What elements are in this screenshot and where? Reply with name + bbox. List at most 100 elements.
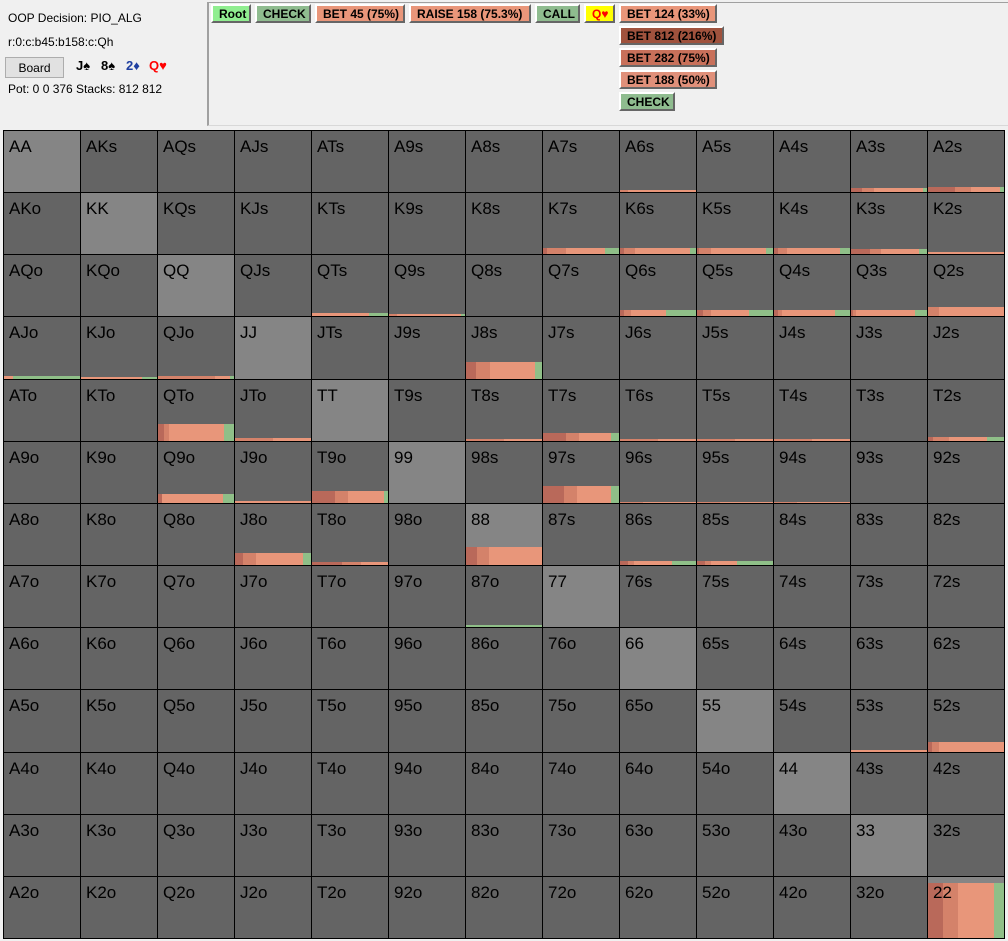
hand-cell[interactable]: 82o (466, 876, 542, 938)
hand-cell[interactable]: 42o (774, 876, 850, 938)
hand-cell[interactable]: JJ (235, 317, 311, 379)
hand-cell[interactable]: 98o (389, 503, 465, 566)
hand-cell[interactable]: 63o (620, 814, 696, 876)
hand-cell[interactable]: 54o (697, 752, 773, 814)
hand-cell[interactable]: 65s (697, 628, 773, 690)
hand-cell[interactable]: 44 (774, 752, 850, 814)
hand-cell[interactable]: Q6o (158, 628, 234, 690)
hand-cell[interactable]: T8s (466, 379, 542, 441)
hand-cell[interactable]: 92s (928, 441, 1004, 503)
hand-cell[interactable]: 75s (697, 566, 773, 628)
hand-cell[interactable]: 92o (389, 876, 465, 938)
hand-cell[interactable]: J7s (543, 317, 619, 379)
hand-cell[interactable]: K8s (466, 193, 542, 255)
hand-cell[interactable]: T7s (543, 379, 619, 441)
hand-cell[interactable]: QQ (158, 255, 234, 317)
hand-cell[interactable]: AA (4, 131, 80, 193)
hand-cell[interactable]: J4o (235, 752, 311, 814)
hand-cell[interactable]: KTs (312, 193, 388, 255)
hand-cell[interactable]: 53o (697, 814, 773, 876)
hand-cell[interactable]: KQs (158, 193, 234, 255)
hand-cell[interactable]: 54s (774, 690, 850, 752)
hand-cell[interactable]: Q2s (928, 255, 1004, 317)
hand-cell[interactable]: 94s (774, 441, 850, 503)
hand-cell[interactable]: K3s (851, 193, 927, 255)
hand-cell[interactable]: KTo (81, 379, 157, 441)
hand-cell[interactable]: 62s (928, 628, 1004, 690)
hand-cell[interactable]: 82s (928, 503, 1004, 566)
hand-cell[interactable]: K2o (81, 876, 157, 938)
hand-cell[interactable]: A3o (4, 814, 80, 876)
hand-cell[interactable]: AQo (4, 255, 80, 317)
hand-cell[interactable]: 64s (774, 628, 850, 690)
hand-cell[interactable]: J5o (235, 690, 311, 752)
hand-cell[interactable]: J9s (389, 317, 465, 379)
hand-cell[interactable]: ATs (312, 131, 388, 193)
nav-bet45-button[interactable]: BET 45 (75%) (315, 4, 405, 23)
hand-cell[interactable]: AQs (158, 131, 234, 193)
hand-cell[interactable]: T6s (620, 379, 696, 441)
hand-cell[interactable]: T8o (312, 503, 388, 566)
hand-cell[interactable]: 77 (543, 566, 619, 628)
hand-cell[interactable]: Q8s (466, 255, 542, 317)
hand-cell[interactable]: T7o (312, 566, 388, 628)
hand-cell[interactable]: 74o (543, 752, 619, 814)
hand-cell[interactable]: A7s (543, 131, 619, 193)
hand-cell[interactable]: 72s (928, 566, 1004, 628)
hand-cell[interactable]: A8o (4, 503, 80, 566)
nav-check-button[interactable]: CHECK (255, 4, 311, 23)
nav-call-button[interactable]: CALL (535, 4, 580, 23)
hand-cell[interactable]: A8s (466, 131, 542, 193)
nav-root-button[interactable]: Root (211, 4, 251, 23)
hand-cell[interactable]: K6s (620, 193, 696, 255)
hand-cell[interactable]: 97s (543, 441, 619, 503)
hand-cell[interactable]: T6o (312, 628, 388, 690)
hand-cell[interactable]: K6o (81, 628, 157, 690)
nav-raise158-button[interactable]: RAISE 158 (75.3%) (409, 4, 531, 23)
hand-cell[interactable]: 95o (389, 690, 465, 752)
hand-cell[interactable]: Q4o (158, 752, 234, 814)
hand-cell[interactable]: 85s (697, 503, 773, 566)
hand-cell[interactable]: T3s (851, 379, 927, 441)
hand-cell[interactable]: J5s (697, 317, 773, 379)
hand-cell[interactable]: TT (312, 379, 388, 441)
hand-cell[interactable]: KK (81, 193, 157, 255)
action-bet282-button[interactable]: BET 282 (75%) (619, 48, 717, 67)
hand-cell[interactable]: 53s (851, 690, 927, 752)
hand-cell[interactable]: J4s (774, 317, 850, 379)
hand-cell[interactable]: Q2o (158, 876, 234, 938)
hand-cell[interactable]: T4s (774, 379, 850, 441)
hand-cell[interactable]: A5s (697, 131, 773, 193)
hand-cell[interactable]: J2s (928, 317, 1004, 379)
hand-cell[interactable]: T9s (389, 379, 465, 441)
hand-cell[interactable]: K5s (697, 193, 773, 255)
hand-cell[interactable]: K9s (389, 193, 465, 255)
hand-cell[interactable]: T9o (312, 441, 388, 503)
hand-cell[interactable]: T2o (312, 876, 388, 938)
hand-cell[interactable]: Q3o (158, 814, 234, 876)
hand-cell[interactable]: K7o (81, 566, 157, 628)
hand-cell[interactable]: A5o (4, 690, 80, 752)
hand-cell[interactable]: 62o (620, 876, 696, 938)
hand-cell[interactable]: 83s (851, 503, 927, 566)
hand-cell[interactable]: 87s (543, 503, 619, 566)
hand-cell[interactable]: A9o (4, 441, 80, 503)
hand-cell[interactable]: T4o (312, 752, 388, 814)
hand-cell[interactable]: K7s (543, 193, 619, 255)
hand-cell[interactable]: 22 (928, 876, 1004, 938)
hand-cell[interactable]: 33 (851, 814, 927, 876)
hand-cell[interactable]: J3o (235, 814, 311, 876)
action-bet188-button[interactable]: BET 188 (50%) (619, 70, 717, 89)
hand-cell[interactable]: AKo (4, 193, 80, 255)
hand-cell[interactable]: 85o (466, 690, 542, 752)
hand-cell[interactable]: 99 (389, 441, 465, 503)
hand-cell[interactable]: 84o (466, 752, 542, 814)
hand-cell[interactable]: K5o (81, 690, 157, 752)
hand-cell[interactable]: K8o (81, 503, 157, 566)
hand-cell[interactable]: Q7s (543, 255, 619, 317)
hand-cell[interactable]: A2s (928, 131, 1004, 193)
hand-cell[interactable]: 75o (543, 690, 619, 752)
hand-cell[interactable]: J8o (235, 503, 311, 566)
hand-cell[interactable]: QJs (235, 255, 311, 317)
hand-cell[interactable]: Q6s (620, 255, 696, 317)
